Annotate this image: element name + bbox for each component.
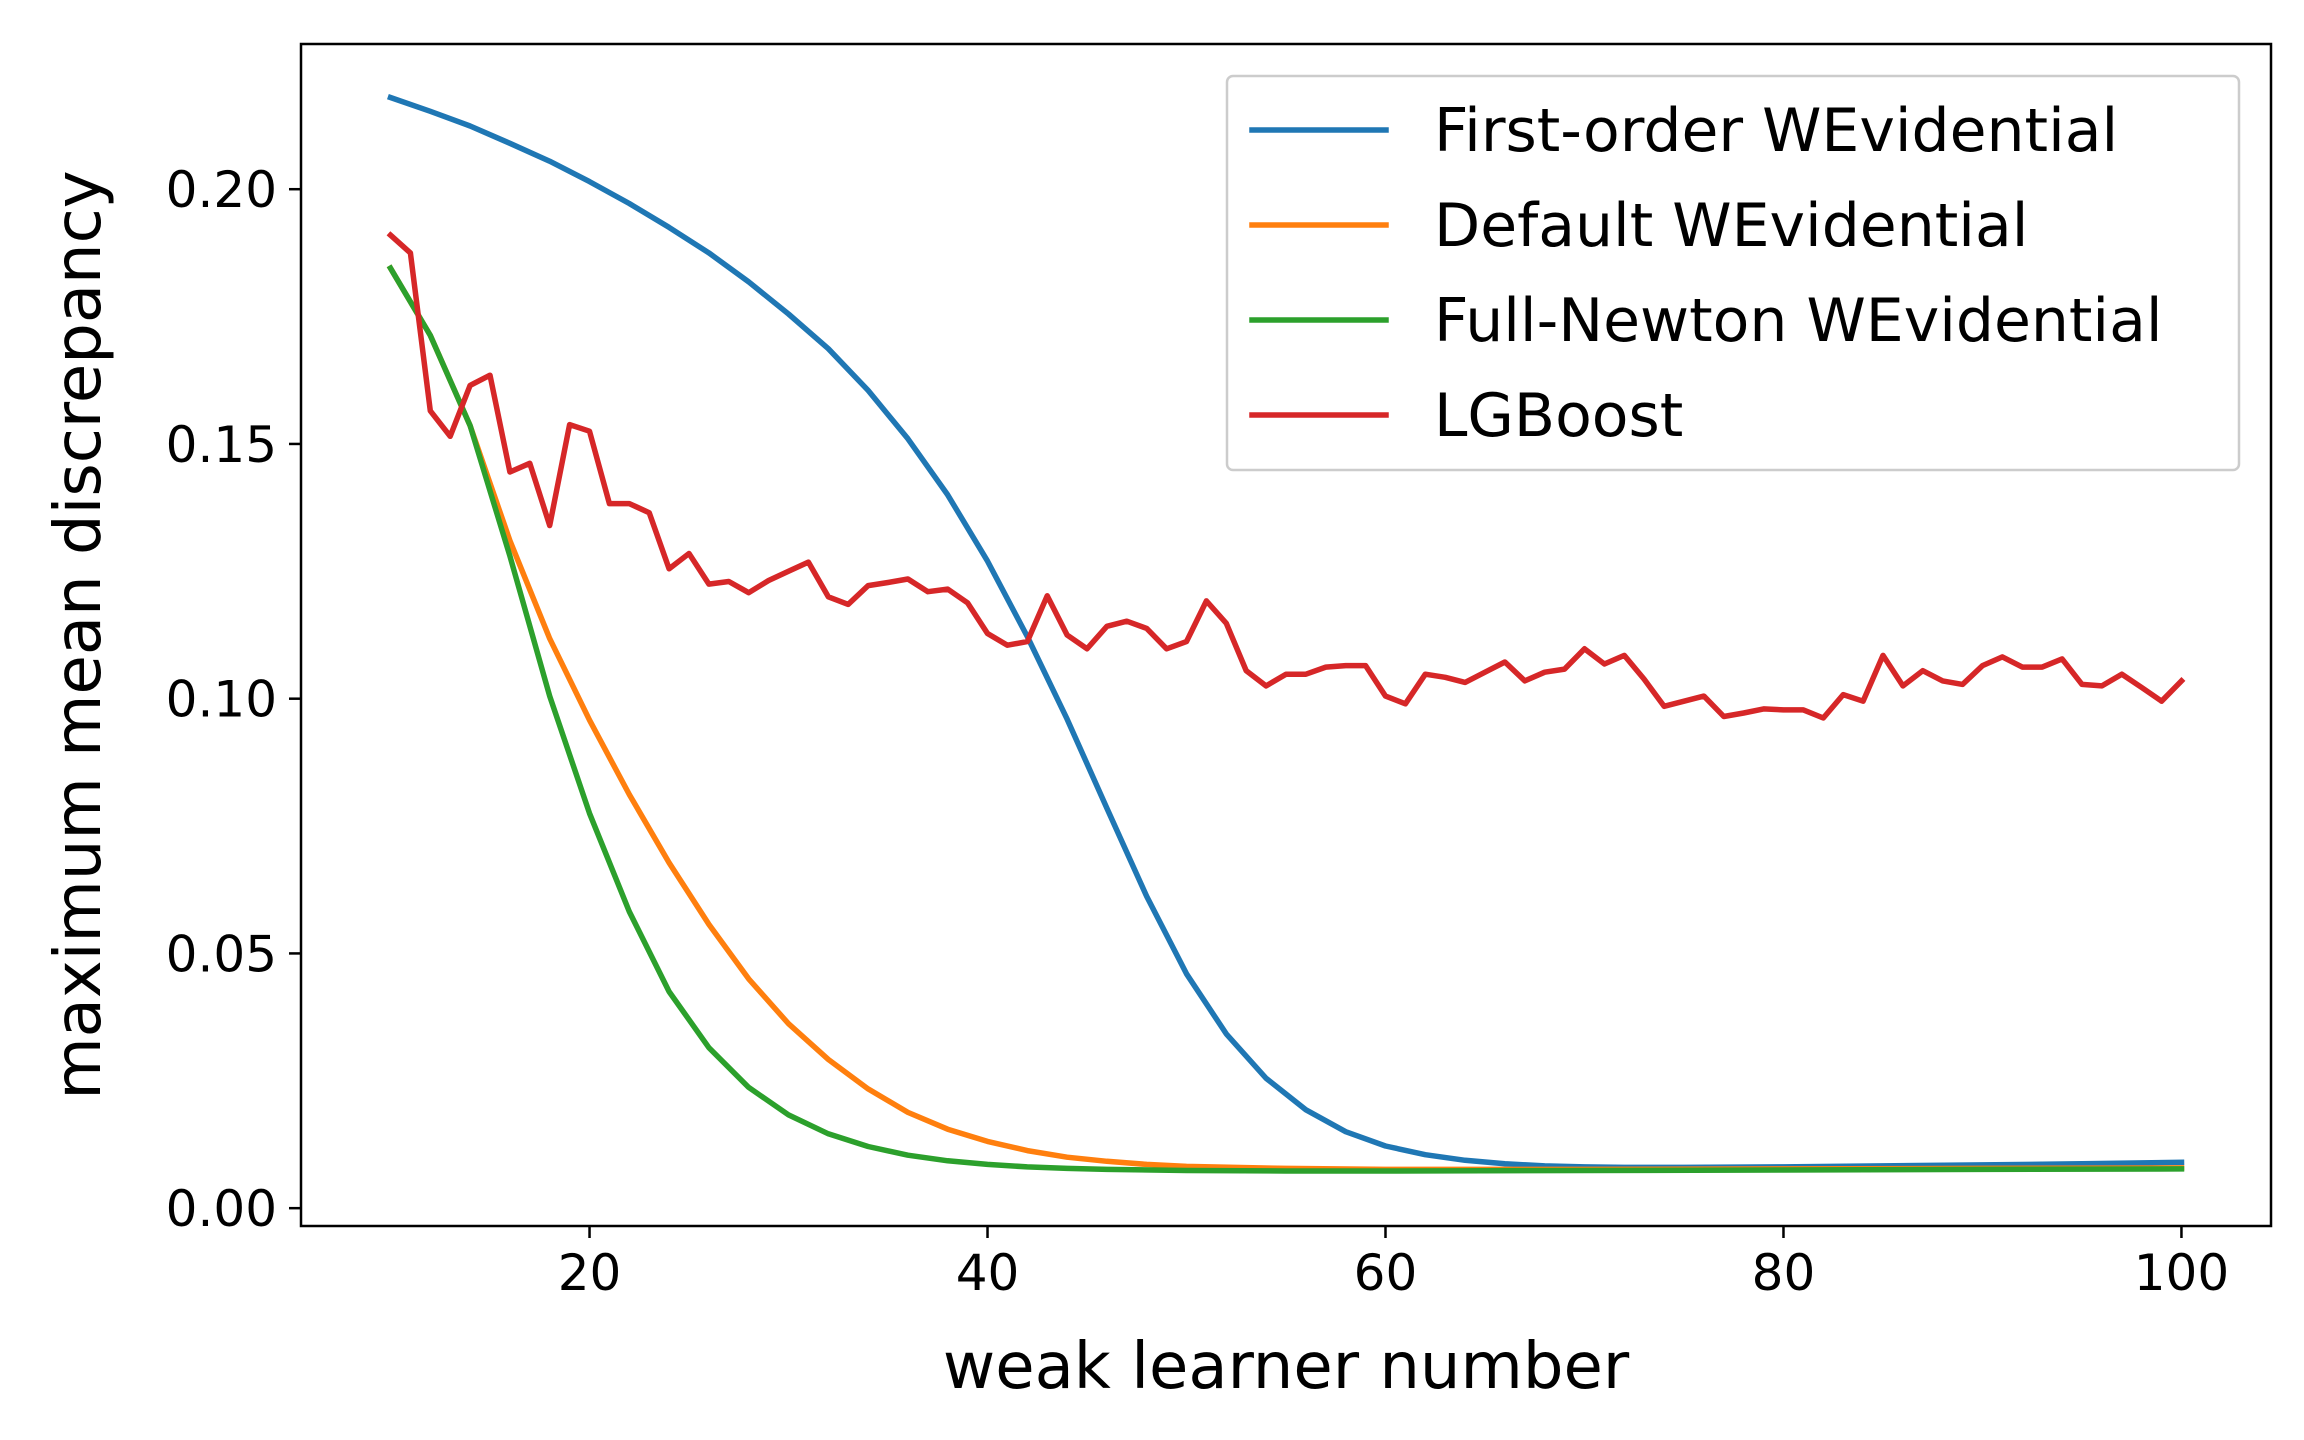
- x-tick-label: 20: [558, 1244, 622, 1302]
- series-line-4: [386, 231, 2186, 721]
- y-tick-label: 0.15: [166, 416, 277, 474]
- x-axis-label: weak learner number: [943, 1330, 1630, 1404]
- y-axis-ticks: 0.00 0.05 0.10 0.15 0.20: [166, 161, 301, 1238]
- x-axis-ticks: 20 40 60 80 100: [558, 1226, 2229, 1302]
- x-tick-label: 40: [956, 1244, 1020, 1302]
- plot-area-frame: [299, 42, 2273, 1228]
- legend-box: [1225, 74, 2241, 472]
- x-tick-label: 100: [2134, 1244, 2229, 1302]
- y-tick-label: 0.00: [166, 1180, 277, 1238]
- legend-label-1: First-order WEvidential: [1434, 96, 2118, 166]
- y-tick-label: 0.20: [166, 161, 277, 219]
- x-tick-label: 60: [1354, 1244, 1418, 1302]
- y-tick-label: 0.05: [166, 925, 277, 983]
- legend: First-order WEvidential Default WEvidenti…: [1225, 74, 2241, 472]
- legend-label-3: Full-Newton WEvidential: [1434, 286, 2163, 356]
- series-layer: [386, 94, 2186, 1174]
- legend-label-4: LGBoost: [1434, 381, 1683, 451]
- x-tick-label: 80: [1752, 1244, 1816, 1302]
- series-line-3: [386, 264, 2185, 1174]
- y-tick-label: 0.10: [166, 671, 277, 729]
- legend-label-2: Default WEvidential: [1434, 191, 2028, 261]
- y-axis-label: maximum mean discrepancy: [42, 170, 116, 1099]
